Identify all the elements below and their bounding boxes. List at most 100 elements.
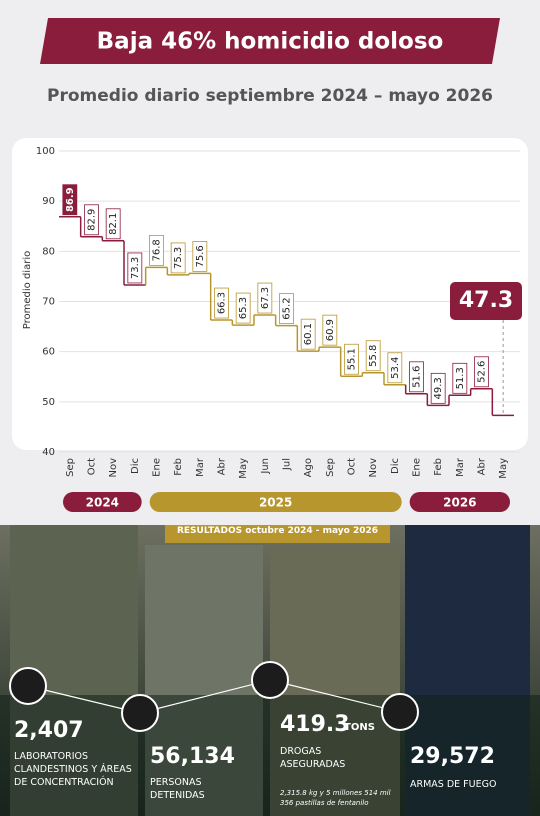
y-tick-label: 70 xyxy=(42,297,55,308)
photo-shade xyxy=(0,695,540,816)
legend-label: 2026 xyxy=(443,496,476,510)
year-pill xyxy=(409,492,510,512)
x-tick-label: May xyxy=(498,458,509,479)
y-tick-label: 90 xyxy=(42,196,55,207)
icon xyxy=(251,661,289,699)
title-banner xyxy=(40,18,500,64)
highlight-label: 47.3 xyxy=(459,288,513,313)
y-tick-label: 100 xyxy=(36,146,55,157)
x-tick-label: Feb xyxy=(173,458,184,476)
value-label-box xyxy=(474,356,489,388)
x-tick-label: Jul xyxy=(282,458,293,471)
value-label-box xyxy=(300,318,316,350)
stat-value: 419.3 xyxy=(280,712,350,737)
x-tick-label: Ago xyxy=(303,458,314,477)
value-label-box xyxy=(127,252,143,284)
year-pill xyxy=(63,492,142,512)
value-label-box xyxy=(365,340,381,372)
stat-label: DROGAS ASEGURADAS xyxy=(280,746,346,770)
x-tick-label: Ene xyxy=(412,458,423,477)
stat-value: 29,572 xyxy=(410,744,495,769)
value-label-box xyxy=(257,282,273,314)
year-pill xyxy=(149,492,402,512)
results-panel xyxy=(0,525,540,816)
x-tick-label: Dic xyxy=(390,458,401,474)
y-tick-label: 60 xyxy=(42,347,55,358)
chart-title: Baja 46% homicidio doloso xyxy=(97,29,444,55)
value-label: 82.1 xyxy=(108,213,119,235)
value-label-box xyxy=(214,287,229,319)
x-tick-label: Ene xyxy=(152,458,163,477)
value-label: 76.8 xyxy=(152,239,163,261)
chart: Baja 46% homicidio doloso Promedio diari… xyxy=(12,18,528,512)
stat-unit: TONS xyxy=(344,722,375,733)
value-label: 55.1 xyxy=(347,348,358,370)
stat-label: ARMAS DE FUEGO xyxy=(410,779,497,790)
value-label: 75.3 xyxy=(173,247,184,269)
value-label-box xyxy=(105,208,121,240)
connector xyxy=(27,679,401,714)
x-tick-label: Abr xyxy=(217,457,228,475)
x-tick-label: Nov xyxy=(108,458,119,478)
value-label: 82.9 xyxy=(87,209,98,231)
value-label-box xyxy=(409,361,424,393)
value-label: 86.9 xyxy=(65,187,76,212)
value-label: 60.1 xyxy=(303,323,314,345)
icon xyxy=(121,694,159,732)
x-tick-label: Abr xyxy=(477,457,488,475)
x-tick-label: Mar xyxy=(455,457,466,477)
legend-label: 2025 xyxy=(259,496,292,510)
x-tick-label: Sep xyxy=(325,458,336,477)
x-tick-label: Dic xyxy=(130,458,141,474)
value-label: 52.6 xyxy=(477,361,488,383)
results-title: RESULTADOS octubre 2024 - mayo 2026 xyxy=(176,526,379,536)
value-label: 60.9 xyxy=(325,319,336,341)
value-label-box xyxy=(452,362,468,394)
value-label: 55.8 xyxy=(368,345,379,367)
value-label: 65.2 xyxy=(282,297,293,319)
y-tick-label: 80 xyxy=(42,246,55,257)
value-label-box xyxy=(62,184,78,216)
x-tick-label: Oct xyxy=(87,458,98,475)
value-label: 53.4 xyxy=(390,357,401,379)
stat-value: 2,407 xyxy=(14,718,84,743)
stat-value: 56,134 xyxy=(150,744,235,769)
value-label-box xyxy=(279,293,294,324)
value-label: 49.3 xyxy=(433,377,444,399)
chart-subtitle: Promedio diario septiembre 2024 – mayo 2… xyxy=(47,86,493,106)
value-label: 51.6 xyxy=(412,366,423,388)
value-label-box xyxy=(322,314,338,346)
y-tick-label: 40 xyxy=(42,447,55,458)
x-tick-label: Mar xyxy=(195,457,206,477)
value-label-box xyxy=(149,234,164,266)
value-label: 73.3 xyxy=(130,257,141,279)
value-label: 67.3 xyxy=(260,287,271,309)
value-label-box xyxy=(387,352,403,384)
icon xyxy=(9,667,47,705)
x-tick-label: Oct xyxy=(347,458,358,475)
icon xyxy=(381,693,419,731)
value-label-box xyxy=(84,204,99,236)
stat-label: PERSONAS DETENIDAS xyxy=(150,777,205,801)
value-label-box xyxy=(235,292,251,324)
y-axis-label: Promedio diario xyxy=(22,251,33,329)
value-label-box xyxy=(430,372,446,404)
x-tick-label: Sep xyxy=(65,458,76,477)
stat-label: LABORATORIOS CLANDESTINOS Y ÁREAS DE CON… xyxy=(14,751,132,788)
legend-label: 2024 xyxy=(86,496,119,510)
value-label-box xyxy=(170,242,186,274)
value-label: 66.3 xyxy=(217,292,228,314)
x-tick-label: Nov xyxy=(368,458,379,478)
y-tick-label: 50 xyxy=(42,397,55,408)
value-label: 51.3 xyxy=(455,367,466,389)
highlight-box xyxy=(450,282,522,320)
x-tick-label: May xyxy=(238,458,249,479)
value-label-box xyxy=(192,241,208,272)
value-label: 75.6 xyxy=(195,245,206,267)
x-tick-label: Feb xyxy=(433,458,444,476)
value-label: 65.3 xyxy=(238,297,249,319)
stat-note: 2,315.8 kg y 5 millones 514 mil 356 past… xyxy=(280,789,391,807)
x-tick-label: Jun xyxy=(260,458,271,475)
value-label-box xyxy=(344,343,359,375)
